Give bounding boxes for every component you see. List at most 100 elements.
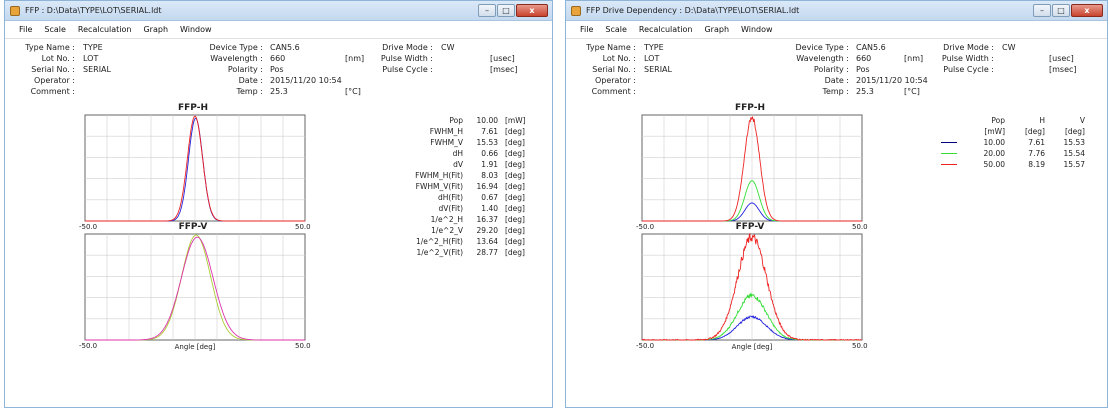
table-cell: 50.00 — [983, 160, 1005, 169]
param-unit: [deg] — [505, 204, 525, 213]
ffp-drive-dependency-window[interactable]: FFP Drive Dependency : D:\Data\TYPE\LOT\… — [565, 0, 1108, 408]
ffp-h-chart[interactable]: -50.0 50.0 — [636, 113, 868, 233]
param-name: dV — [453, 160, 463, 169]
title-bar[interactable]: FFP Drive Dependency : D:\Data\TYPE\LOT\… — [566, 1, 1107, 21]
menu-scale[interactable]: Scale — [44, 25, 66, 34]
temp-value: 25.3 — [270, 87, 288, 96]
menu-window[interactable]: Window — [741, 25, 773, 34]
wavelength-value: 660 — [270, 54, 286, 63]
x-tick-label: -50.0 — [636, 223, 654, 231]
param-unit: [deg] — [505, 160, 525, 169]
pulse-width-label: Pulse Width : — [380, 54, 433, 63]
polarity-label: Polarity : — [227, 65, 263, 74]
param-value: 16.37 — [476, 215, 498, 224]
table-cell: 10.00 — [983, 138, 1005, 147]
table-unit: [deg] — [1025, 127, 1045, 136]
menu-file[interactable]: File — [580, 25, 594, 34]
menu-recalculation[interactable]: Recalculation — [638, 25, 693, 34]
maximize-button[interactable]: □ — [497, 4, 515, 17]
x-axis-label: Angle [deg] — [175, 343, 216, 351]
device-type-value: CAN5.6 — [270, 43, 300, 52]
serial-no-value: SERIAL — [83, 65, 111, 74]
close-button[interactable]: x — [516, 4, 548, 17]
maximize-button[interactable]: □ — [1052, 4, 1070, 17]
type-name-value: TYPE — [83, 43, 103, 52]
minimize-button[interactable]: – — [1033, 4, 1051, 17]
wavelength-label: Wavelength : — [210, 54, 263, 63]
type-name-label: Type Name : — [586, 43, 636, 52]
pulse-cycle-unit: [msec] — [490, 65, 518, 74]
param-value: 0.67 — [481, 193, 498, 202]
param-name: 1/e^2_H — [430, 215, 463, 224]
plot-area — [641, 114, 863, 222]
menu-graph[interactable]: Graph — [143, 25, 169, 34]
ffp-v-chart[interactable]: -50.0 50.0 Angle [deg] — [79, 232, 311, 358]
series-line — [642, 115, 862, 222]
table-unit: [deg] — [1065, 127, 1085, 136]
param-name: Pop — [449, 116, 463, 125]
app-icon — [10, 6, 20, 16]
title-bar[interactable]: FFP : D:\Data\TYPE\LOT\SERIAL.ldt – □ x — [5, 1, 552, 21]
menu-bar: File Scale Recalculation Graph Window — [5, 21, 552, 38]
param-value: 13.64 — [476, 237, 498, 246]
menu-scale[interactable]: Scale — [605, 25, 627, 34]
drive-mode-value: CW — [1002, 43, 1016, 52]
ffp-h-chart[interactable]: -50.0 50.0 — [79, 113, 311, 233]
param-value: 1.40 — [481, 204, 498, 213]
comment-label: Comment : — [591, 87, 636, 96]
param-value: 15.53 — [476, 138, 498, 147]
type-name-label: Type Name : — [25, 43, 75, 52]
temp-unit: [°C] — [345, 87, 361, 96]
param-value: 8.03 — [481, 171, 498, 180]
minimize-button[interactable]: – — [478, 4, 496, 17]
param-unit: [deg] — [505, 215, 525, 224]
param-name: FWHM_H(Fit) — [415, 171, 463, 180]
type-name-value: TYPE — [644, 43, 664, 52]
menu-file[interactable]: File — [19, 25, 33, 34]
pulse-width-label: Pulse Width : — [941, 54, 994, 63]
ffp-window[interactable]: FFP : D:\Data\TYPE\LOT\SERIAL.ldt – □ x … — [4, 0, 553, 408]
window-title: FFP : D:\Data\TYPE\LOT\SERIAL.ldt — [25, 6, 162, 15]
param-name: dH — [452, 149, 463, 158]
drive-mode-value: CW — [441, 43, 455, 52]
x-tick-label: -50.0 — [79, 223, 97, 231]
lot-no-value: LOT — [83, 54, 99, 63]
menu-recalculation[interactable]: Recalculation — [77, 25, 132, 34]
param-value: 28.77 — [476, 248, 498, 257]
date-label: Date : — [824, 76, 849, 85]
plot-area — [84, 233, 306, 341]
param-value: 7.61 — [481, 127, 498, 136]
pulse-width-unit: [usec] — [490, 54, 515, 63]
table-cell: 8.19 — [1028, 160, 1045, 169]
pulse-cycle-unit: [msec] — [1049, 65, 1077, 74]
param-name: dV(Fit) — [438, 204, 463, 213]
param-unit: [mW] — [505, 116, 526, 125]
param-unit: [deg] — [505, 138, 525, 147]
ffp-v-chart[interactable]: -50.0 50.0 Angle [deg] — [636, 232, 868, 358]
window-content: Type Name : TYPE Lot No. : LOT Serial No… — [566, 38, 1107, 407]
ffp-v-title: FFP-V — [178, 222, 208, 232]
lot-no-value: LOT — [644, 54, 660, 63]
param-unit: [deg] — [505, 182, 525, 191]
param-name: 1/e^2_V — [431, 226, 463, 235]
menu-graph[interactable]: Graph — [704, 25, 730, 34]
param-value: 0.66 — [481, 149, 498, 158]
date-value: 2015/11/20 10:54 — [270, 76, 342, 85]
close-button[interactable]: x — [1071, 4, 1103, 17]
app-icon — [571, 6, 581, 16]
table-cell: 7.61 — [1028, 138, 1045, 147]
device-type-label: Device Type : — [795, 43, 849, 52]
polarity-label: Polarity : — [813, 65, 849, 74]
legend-swatch — [941, 153, 957, 154]
param-value: 1.91 — [481, 160, 498, 169]
serial-no-value: SERIAL — [644, 65, 672, 74]
param-name: 1/e^2_V(Fit) — [416, 248, 464, 257]
param-value: 10.00 — [476, 116, 498, 125]
wavelength-unit: [nm] — [904, 54, 924, 63]
table-cell: 7.76 — [1028, 149, 1045, 158]
ffp-h-title: FFP-H — [177, 103, 208, 113]
param-unit: [deg] — [505, 171, 525, 180]
x-tick-label: 50.0 — [852, 223, 868, 231]
drive-mode-label: Drive Mode : — [382, 43, 433, 52]
menu-window[interactable]: Window — [180, 25, 212, 34]
